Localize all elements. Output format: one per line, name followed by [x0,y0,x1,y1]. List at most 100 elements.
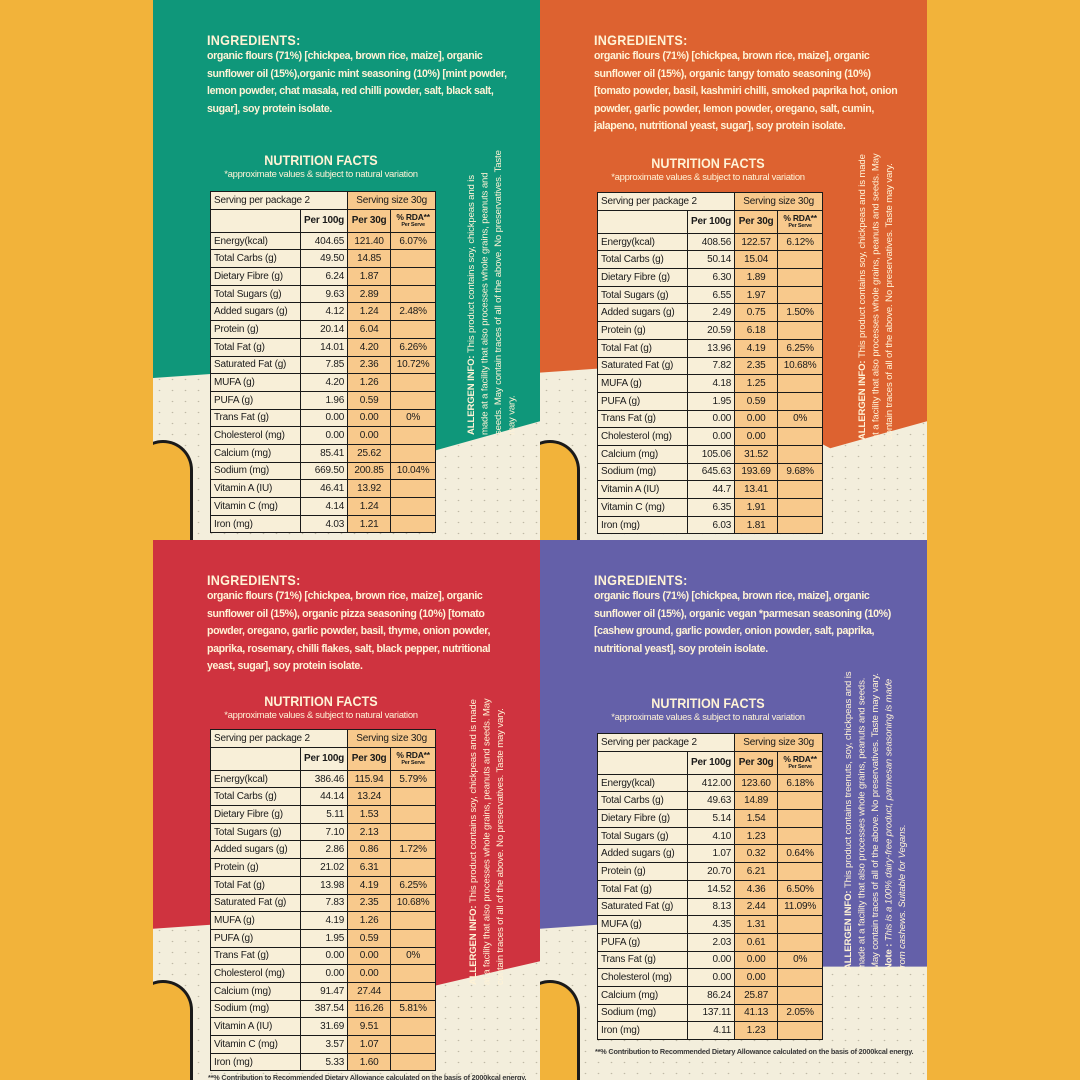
per-30g-value: 41.13 [734,1003,779,1023]
nutrient-name: Calcium (mg) [210,981,301,1001]
ingredients-text: organic flours (71%) [chickpea, brown ri… [207,50,507,115]
nutrient-name: Vitamin A (IU) [597,480,688,499]
per-100g-value: 0.00 [686,968,736,987]
table-row: Calcium (mg) 86.24 25.87 [597,985,824,1005]
per-100g-value: 4.20 [299,373,349,392]
table-row: Total Fat (g) 14.52 4.36 6.50% [597,879,824,899]
rda-value [777,968,824,987]
per-30g-value: 2.89 [347,284,392,304]
per-30g-value: 25.62 [347,443,392,463]
table-row: Vitamin C (mg) 6.35 1.91 [597,498,824,517]
rda-value [777,321,824,340]
per-30g-value: 200.85 [347,461,392,481]
per-30g-value: 31.52 [734,444,779,464]
per-30g-value: 0.00 [734,427,779,446]
per-100g-header: Per 100g [299,208,349,233]
table-row: Saturated Fat (g) 7.83 2.35 10.68% [210,893,437,913]
rda-value [777,791,824,811]
ingredients-block: INGREDIENTS: organic flours (71%) [chickp… [207,32,517,118]
per-30g-value: 0.59 [347,928,392,948]
nutrient-name: Calcium (mg) [210,443,301,463]
serving-size: Serving size 30g [734,733,824,752]
table-row: Iron (mg) 6.03 1.81 [597,515,824,535]
rda-value [390,426,437,445]
nutrition-header: NUTRITION FACTS *approximate values & sub… [594,155,822,183]
per-30g-value: 1.21 [347,514,392,534]
per-30g-value: 0.61 [734,932,779,952]
rda-value: 0% [390,408,437,428]
rda-value: 6.26% [390,337,437,357]
per-30g-value: 2.35 [734,356,779,376]
per-30g-value: 14.89 [734,791,779,811]
per-30g-value: 121.40 [347,231,392,251]
nutrient-name: Energy(kcal) [597,773,688,793]
note-heading: Note : [883,943,895,970]
nutrient-name: Cholesterol (mg) [210,964,301,983]
rda-value: 6.25% [390,875,437,895]
serving-per-package: Serving per package 2 [596,192,736,211]
table-row: Protein (g) 20.59 6.18 [597,321,824,340]
per-30g-value: 0.00 [347,426,392,445]
rda-value [390,787,437,807]
rda-value [777,862,824,881]
nutrient-name: Total Fat (g) [210,337,301,357]
nutrient-name: Total Sugars (g) [210,822,301,842]
per-100g-value: 44.7 [686,480,736,499]
rda-value [390,267,437,286]
table-row: Added sugars (g) 2.86 0.86 1.72% [210,840,437,860]
serving-size: Serving size 30g [734,192,824,211]
blank-header [597,750,688,775]
nutrient-name: Iron (mg) [210,1052,301,1072]
nutrient-name: Total Sugars (g) [597,285,688,305]
table-row: Trans Fat (g) 0.00 0.00 0% [597,950,824,970]
rda-value [390,497,437,516]
per-30g-value: 27.44 [347,981,392,1001]
rda-value [777,809,824,828]
nutrient-name: Vitamin A (IU) [210,1017,301,1036]
nutrient-name: Saturated Fat (g) [597,356,688,376]
nutrient-name: Vitamin C (mg) [597,498,688,517]
per-30g-value: 1.23 [734,826,779,846]
serving-per-package: Serving per package 2 [596,733,736,752]
table-row: Total Carbs (g) 50.14 15.04 [597,250,824,270]
rda-value [390,911,437,930]
per-30g-value: 6.18 [734,321,779,340]
per-100g-value: 645.63 [686,462,736,482]
per-30g-value: 1.81 [734,515,779,535]
rda-value [390,928,437,948]
per-30g-value: 4.19 [347,875,392,895]
table-row: Cholesterol (mg) 0.00 0.00 [597,427,824,446]
per-100g-value: 669.50 [299,461,349,481]
per-30g-value: 1.87 [347,267,392,286]
per-30g-value: 1.07 [347,1035,392,1054]
nutrition-subtitle: *approximate values & subject to natural… [611,712,805,723]
blank-header [210,746,301,771]
nutrient-name: MUFA (g) [210,373,301,392]
table-row: Sodium (mg) 669.50 200.85 10.04% [210,461,437,481]
nutrition-facts-title: NUTRITION FACTS [651,695,765,711]
per-100g-value: 6.55 [686,285,736,305]
table-row: Protein (g) 21.02 6.31 [210,858,437,877]
per-100g-value: 0.00 [686,409,736,429]
table-row: Total Fat (g) 14.01 4.20 6.26% [210,337,437,357]
serving-size: Serving size 30g [347,729,437,748]
nutrient-name: Iron (mg) [210,514,301,534]
table-row: Protein (g) 20.70 6.21 [597,862,824,881]
nutrition-table: Serving per package 2 Serving size 30g Per… [596,192,824,535]
per-30g-value: 13.41 [734,480,779,499]
per-100g-header: Per 100g [686,209,736,234]
rda-value [777,1021,824,1040]
table-row: Added sugars (g) 1.07 0.32 0.64% [597,844,824,864]
per-30g-value: 193.69 [734,462,779,482]
per-30g-value: 1.91 [734,498,779,517]
rda-value [777,427,824,446]
rda-value: 10.72% [390,355,437,375]
nutrient-name: Protein (g) [597,321,688,340]
serving-row: Serving per package 2 Serving size 30g [596,733,824,752]
nutrition-facts-title: NUTRITION FACTS [264,152,378,168]
rda-value [777,374,824,393]
table-row: Calcium (mg) 91.47 27.44 [210,981,437,1001]
yellow-chip-graphic [540,980,580,1080]
nutrient-name: Vitamin C (mg) [210,1035,301,1054]
table-row: Vitamin A (IU) 46.41 13.92 [210,479,437,498]
